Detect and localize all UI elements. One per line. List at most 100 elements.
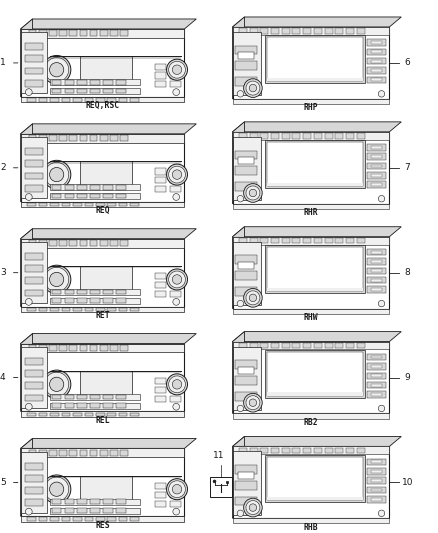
Bar bbox=[170, 396, 181, 402]
Bar bbox=[325, 343, 332, 348]
Bar bbox=[367, 363, 386, 369]
Bar bbox=[235, 360, 257, 369]
Bar bbox=[155, 282, 166, 288]
Bar bbox=[239, 238, 247, 244]
Bar bbox=[267, 37, 363, 81]
Bar bbox=[110, 345, 118, 351]
Bar bbox=[367, 154, 386, 160]
Text: RHR: RHR bbox=[304, 208, 318, 217]
Bar bbox=[357, 448, 365, 453]
Bar bbox=[80, 30, 87, 36]
Circle shape bbox=[378, 196, 385, 202]
Bar bbox=[25, 358, 43, 365]
Bar bbox=[80, 266, 132, 290]
Bar bbox=[21, 202, 184, 207]
Circle shape bbox=[237, 301, 244, 307]
Bar bbox=[39, 135, 46, 141]
Bar bbox=[226, 481, 228, 483]
Circle shape bbox=[246, 81, 260, 95]
Bar bbox=[52, 403, 61, 408]
Bar bbox=[78, 80, 87, 85]
Bar bbox=[103, 394, 113, 399]
Bar bbox=[103, 403, 113, 408]
Bar bbox=[85, 518, 93, 521]
Text: RB2: RB2 bbox=[304, 418, 318, 427]
Bar bbox=[233, 132, 389, 204]
Bar bbox=[78, 88, 87, 93]
Bar bbox=[170, 186, 181, 192]
Bar bbox=[27, 203, 36, 206]
Bar bbox=[367, 496, 386, 503]
Bar bbox=[314, 28, 322, 34]
Bar bbox=[170, 177, 181, 183]
Bar bbox=[73, 98, 81, 101]
Bar bbox=[78, 193, 87, 198]
Bar bbox=[70, 240, 77, 246]
Bar bbox=[50, 298, 140, 304]
Bar bbox=[107, 413, 116, 416]
Bar bbox=[96, 413, 105, 416]
Polygon shape bbox=[233, 332, 244, 414]
Bar bbox=[85, 308, 93, 311]
Bar bbox=[155, 500, 166, 507]
Bar bbox=[233, 447, 389, 519]
Bar bbox=[155, 186, 166, 192]
Bar bbox=[52, 88, 61, 93]
Bar bbox=[170, 483, 181, 489]
Bar bbox=[90, 499, 100, 504]
Bar bbox=[116, 88, 126, 93]
Bar bbox=[371, 41, 381, 44]
Bar bbox=[50, 88, 140, 94]
Bar bbox=[267, 497, 363, 500]
Bar bbox=[233, 132, 389, 140]
Bar bbox=[233, 237, 389, 309]
Bar bbox=[367, 49, 386, 55]
Circle shape bbox=[42, 265, 71, 294]
Bar bbox=[367, 487, 386, 493]
Bar bbox=[238, 157, 254, 164]
Circle shape bbox=[246, 186, 260, 200]
Bar bbox=[52, 499, 61, 504]
Bar bbox=[303, 448, 311, 453]
Bar bbox=[367, 39, 386, 46]
Circle shape bbox=[172, 170, 182, 179]
Bar bbox=[25, 160, 43, 167]
Bar bbox=[62, 203, 70, 206]
Bar bbox=[371, 279, 381, 281]
Bar bbox=[39, 518, 47, 521]
Bar bbox=[120, 30, 128, 36]
Bar bbox=[267, 78, 363, 81]
Circle shape bbox=[45, 268, 69, 292]
Bar bbox=[235, 182, 257, 191]
Bar bbox=[103, 508, 113, 513]
Bar bbox=[21, 29, 184, 97]
Bar bbox=[367, 382, 386, 389]
Bar bbox=[371, 356, 381, 359]
Bar bbox=[335, 448, 343, 453]
Bar bbox=[25, 487, 43, 494]
Bar bbox=[21, 33, 47, 93]
Bar bbox=[50, 98, 59, 101]
Text: RHW: RHW bbox=[304, 313, 318, 322]
Bar bbox=[50, 413, 59, 416]
Polygon shape bbox=[21, 229, 196, 239]
Bar bbox=[21, 452, 47, 513]
Bar bbox=[314, 448, 322, 453]
Bar bbox=[62, 98, 70, 101]
Bar bbox=[110, 135, 118, 141]
Bar bbox=[21, 239, 184, 247]
Bar bbox=[367, 468, 386, 474]
Bar bbox=[116, 185, 126, 190]
Circle shape bbox=[45, 372, 69, 397]
Bar bbox=[73, 308, 81, 311]
Bar bbox=[21, 29, 184, 38]
Bar bbox=[119, 518, 127, 521]
Polygon shape bbox=[233, 227, 401, 237]
Bar bbox=[367, 268, 386, 274]
Bar bbox=[233, 27, 389, 35]
Circle shape bbox=[237, 510, 244, 516]
Bar bbox=[371, 174, 381, 177]
Bar bbox=[371, 60, 381, 62]
Bar bbox=[371, 146, 381, 149]
Bar bbox=[39, 30, 46, 36]
